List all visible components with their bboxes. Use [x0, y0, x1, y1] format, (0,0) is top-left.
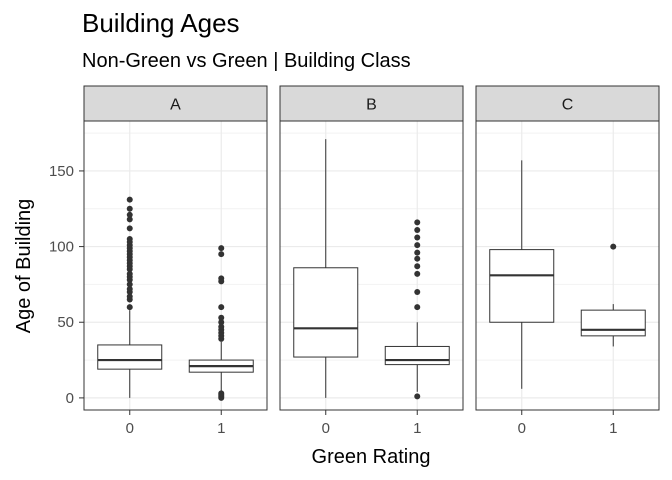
box	[384, 345, 450, 366]
box	[580, 309, 646, 337]
outlier-point	[414, 263, 421, 270]
outlier-point	[126, 216, 133, 223]
outlier-point	[414, 249, 421, 256]
box	[293, 267, 359, 358]
outlier-point	[414, 304, 421, 311]
outlier-point	[126, 225, 133, 232]
box	[97, 344, 163, 370]
outlier-point	[218, 275, 225, 282]
chart-subtitle: Non-Green vs Green | Building Class	[82, 50, 411, 72]
facet-panel-b: B 0 1	[279, 85, 464, 437]
facet-strip	[83, 85, 268, 122]
outlier-point	[414, 226, 421, 233]
outlier-point	[126, 211, 133, 218]
x-tick-label: 0	[322, 420, 330, 437]
outlier-point	[218, 319, 225, 326]
outlier-point	[126, 285, 133, 292]
outlier-point	[126, 293, 133, 300]
outlier-point	[414, 234, 421, 241]
facet-panel-a: A 0 1	[83, 85, 268, 437]
outlier-point	[610, 243, 617, 250]
outlier-point	[218, 245, 225, 252]
outlier-point	[126, 196, 133, 203]
facet-strip-label: B	[366, 97, 377, 114]
outlier-point	[414, 242, 421, 249]
y-axis-title: Age of Building	[13, 199, 35, 334]
x-axis-title: Green Rating	[312, 446, 431, 468]
chart-title: Building Ages	[82, 8, 240, 38]
outlier-point	[126, 236, 133, 243]
outlier-point	[218, 390, 225, 397]
facet-strip	[475, 85, 660, 122]
x-tick-label: 0	[518, 420, 526, 437]
outlier-point	[414, 255, 421, 262]
outlier-point	[126, 281, 133, 288]
outlier-point	[126, 304, 133, 311]
outlier-point	[218, 304, 225, 311]
y-tick-label: 50	[57, 314, 74, 331]
outlier-point	[126, 205, 133, 212]
plot-area: 0 50 100 150 A 0 1 B 0 1 C 0 1	[49, 85, 660, 437]
x-tick-label: 1	[217, 420, 225, 437]
outlier-point	[414, 219, 421, 226]
x-tick-label: 1	[609, 420, 617, 437]
outlier-point	[218, 251, 225, 258]
y-tick-label: 100	[49, 239, 74, 256]
facet-strip-label: C	[562, 97, 574, 114]
outlier-point	[218, 323, 225, 330]
outlier-point	[218, 314, 225, 321]
facet-strip	[279, 85, 464, 122]
x-tick-label: 0	[126, 420, 134, 437]
facet-strip-label: A	[170, 97, 181, 114]
outlier-point	[414, 270, 421, 277]
x-tick-label: 1	[413, 420, 421, 437]
outlier-point	[414, 393, 421, 400]
outlier-point	[126, 270, 133, 277]
facet-panel-c: C 0 1	[475, 85, 660, 437]
y-tick-label: 150	[49, 163, 74, 180]
panel-background	[280, 121, 463, 410]
box	[489, 249, 555, 323]
outlier-point	[414, 288, 421, 295]
y-tick-label: 0	[66, 390, 74, 407]
